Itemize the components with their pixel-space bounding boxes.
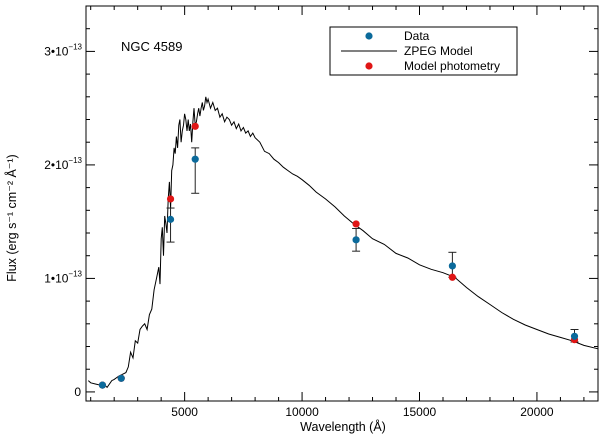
legend-label: Model photometry — [404, 59, 500, 73]
y-tick-label: 2•10−13 — [44, 156, 82, 172]
legend-label: ZPEG Model — [404, 44, 473, 58]
data-point — [166, 215, 175, 223]
legend-label: Data — [404, 29, 430, 43]
x-tick-label: 20000 — [520, 405, 554, 419]
galaxy-name-annotation: NGC 4589 — [121, 39, 182, 54]
model-photometry-point — [166, 195, 175, 203]
data-point — [352, 236, 360, 244]
y-tick-label: 0 — [74, 385, 81, 399]
legend-marker — [365, 32, 373, 40]
model-photometry-point — [352, 220, 360, 228]
model-photometry-point — [448, 273, 456, 281]
data-point — [117, 374, 125, 382]
y-tick-label: 3•10−13 — [44, 42, 82, 58]
data-point — [448, 262, 456, 270]
model-photometry-point — [191, 122, 199, 130]
plot-frame — [85, 5, 599, 402]
data-point — [98, 381, 107, 389]
y-axis-title: Flux (erg s⁻¹ cm⁻² Å⁻¹) — [4, 154, 19, 281]
y-tick-label: 1•10−13 — [44, 269, 82, 285]
x-tick-label: 5000 — [171, 405, 198, 419]
zpeg-model-line — [87, 96, 599, 389]
x-tick-label: 10000 — [285, 405, 319, 419]
legend-marker — [365, 62, 373, 70]
x-tick-label: 15000 — [403, 405, 437, 419]
data-point — [570, 332, 579, 340]
data-point — [191, 155, 199, 163]
x-axis-title: Wavelength (Å) — [300, 419, 386, 434]
plot-area — [87, 96, 599, 389]
